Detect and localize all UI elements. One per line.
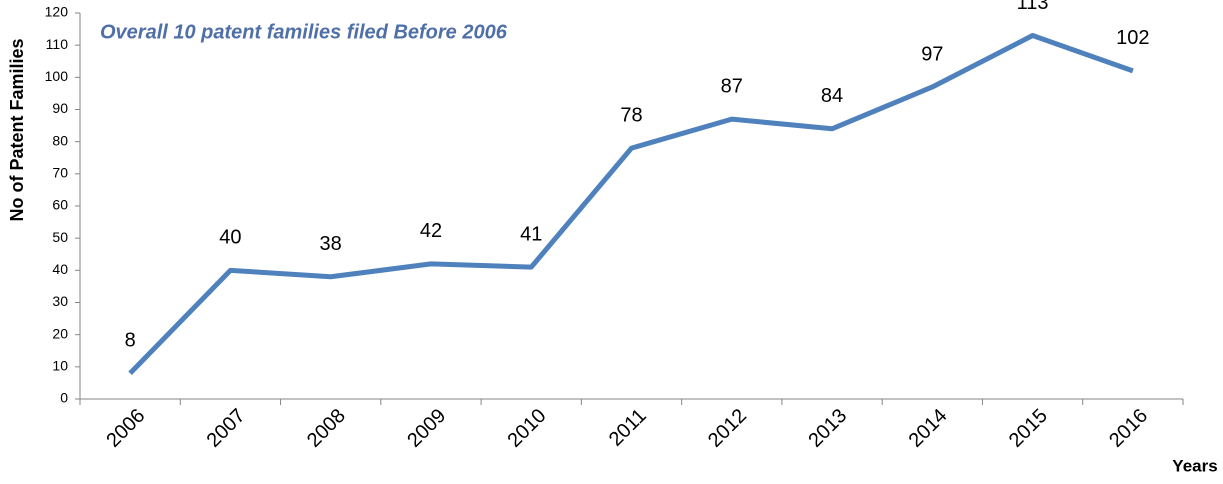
y-tick-label: 100	[45, 68, 69, 84]
line-series	[128, 33, 1134, 376]
y-tick-label: 60	[52, 197, 68, 213]
data-label: 87	[721, 75, 743, 97]
data-label: 84	[821, 85, 843, 107]
x-tick-label: 2012	[704, 405, 751, 452]
x-tick-label: 2007	[203, 405, 250, 452]
x-tick-label: 2015	[1005, 405, 1052, 452]
data-label: 42	[420, 220, 442, 242]
x-tick-label: 2016	[1105, 405, 1152, 452]
y-tick-label: 90	[52, 100, 68, 116]
x-tick-label: 2009	[403, 405, 450, 452]
y-tick-label: 70	[52, 165, 68, 181]
data-label: 102	[1116, 27, 1149, 49]
data-label: 78	[620, 104, 642, 126]
y-tick-label: 80	[52, 132, 68, 148]
data-label: 113	[1017, 0, 1049, 14]
x-tick-label: 2014	[905, 405, 952, 452]
annotation: Overall 10 patent families filed Before …	[100, 21, 508, 43]
y-tick-label: 40	[52, 261, 68, 277]
y-tick-label: 20	[52, 325, 68, 341]
y-tick-label: 120	[45, 4, 69, 20]
y-tick-label: 30	[52, 293, 68, 309]
y-tick-label: 0	[60, 390, 68, 406]
y-tick-label: 50	[52, 229, 68, 245]
x-tick-label: 2008	[303, 405, 350, 452]
data-label: 97	[921, 43, 943, 65]
x-axis-label: Years	[1172, 456, 1217, 475]
y-axis-label: No of Patent Families	[7, 38, 27, 221]
data-label: 38	[320, 233, 342, 255]
data-label: 40	[219, 227, 241, 249]
y-tick-label: 110	[46, 36, 69, 52]
x-tick-label: 2013	[804, 405, 851, 452]
x-tick-label: 2006	[102, 405, 149, 452]
data-label: 41	[520, 223, 542, 245]
y-tick-label: 10	[52, 358, 68, 374]
x-tick-label: 2010	[503, 405, 550, 452]
x-tick-label: 2011	[605, 405, 651, 451]
data-label: 8	[125, 330, 136, 352]
